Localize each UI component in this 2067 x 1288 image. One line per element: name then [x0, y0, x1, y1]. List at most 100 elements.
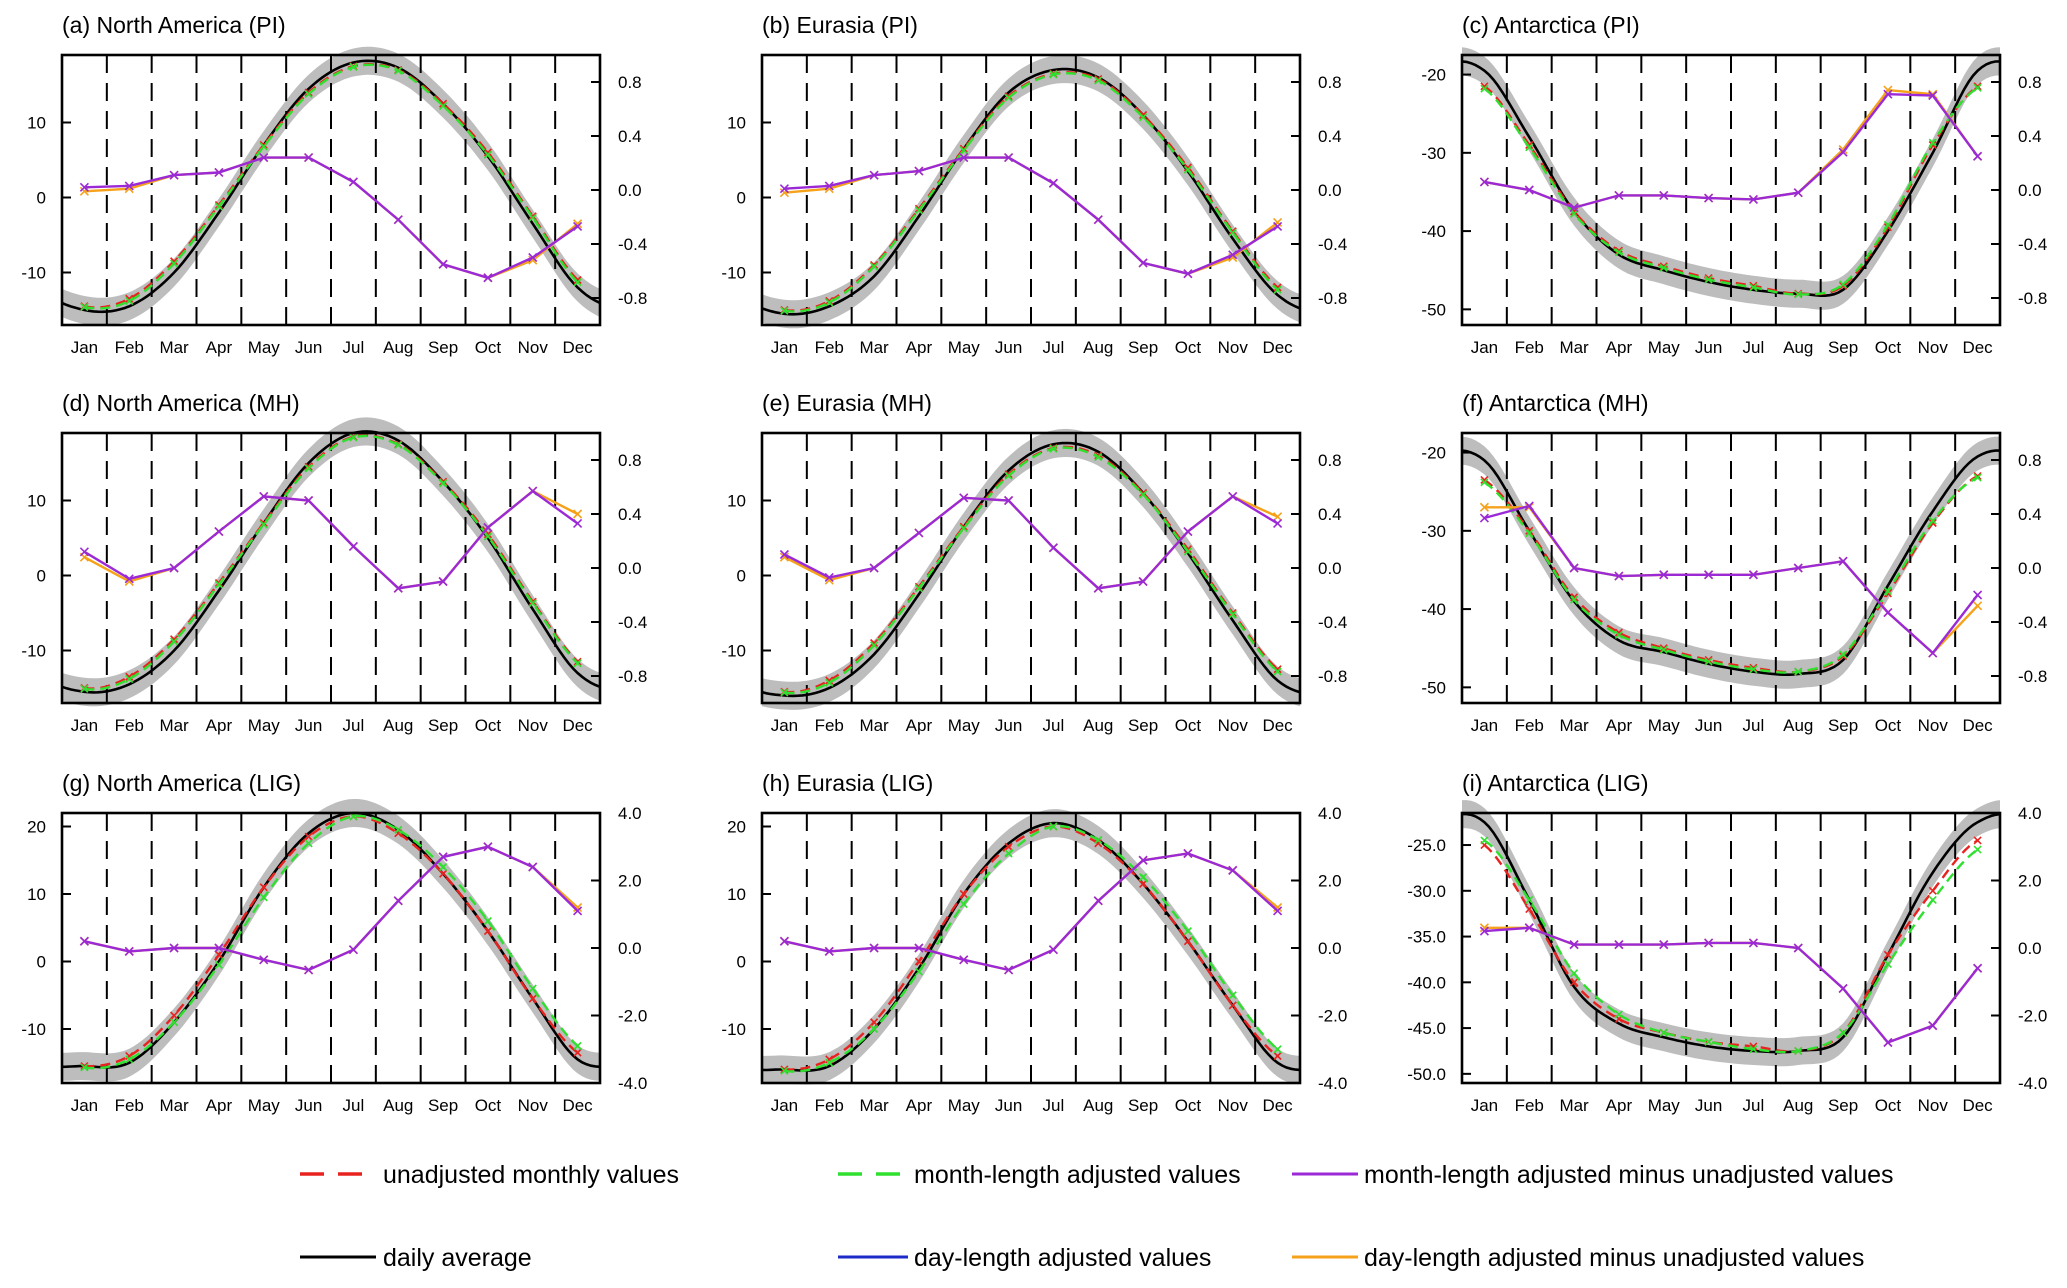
series-unadjusted-marker: [125, 672, 134, 681]
series-month-length-diff-marker: [779, 184, 789, 194]
marker-stroke: [1659, 940, 1669, 950]
marker-stroke: [259, 955, 269, 965]
series-month-length-diff-marker: [1479, 177, 1489, 187]
marker-stroke: [393, 896, 403, 906]
month-label: Jul: [1743, 338, 1765, 357]
y-right-tick-label: 0.4: [1318, 505, 1342, 524]
marker-stroke: [1004, 471, 1013, 480]
month-label: Aug: [383, 716, 413, 735]
marker-stroke: [1183, 848, 1193, 859]
series-month-length-adjusted-marker: [1094, 835, 1103, 845]
marker-stroke: [959, 889, 968, 899]
series-day-length-diff-marker: [1273, 217, 1283, 227]
marker-stroke: [1139, 488, 1148, 498]
series-daily-average: [61, 59, 601, 314]
y-right-tick-label: 0.0: [2018, 181, 2042, 200]
series-unadjusted-marker: [170, 1011, 179, 1020]
series-month-length-adjusted-marker: [1794, 1046, 1803, 1056]
series-day-length-diff-marker: [1479, 502, 1489, 512]
series-month-length-adjusted-marker: [214, 960, 223, 969]
y-right-tick-label: -0.8: [1318, 667, 1347, 686]
marker-stroke: [348, 541, 358, 551]
series-month-length-adjusted-marker: [1659, 1028, 1668, 1037]
series-month-length-adjusted-marker: [1883, 959, 1892, 969]
y-left-tick-label: 0: [37, 567, 46, 586]
y-left-tick-label: -25.0: [1407, 836, 1446, 855]
series-day-length-diff-marker: [1273, 902, 1283, 913]
month-label: Jun: [995, 1096, 1022, 1115]
marker-stroke: [1839, 650, 1848, 659]
y-left-tick-label: 10: [727, 114, 746, 133]
month-label: Jun: [295, 1096, 322, 1115]
series-month-length-adjusted-marker: [1614, 248, 1623, 257]
marker-stroke: [439, 479, 448, 488]
y-left-tick-label: -50.0: [1407, 1065, 1446, 1084]
y-left-tick-label: -10: [721, 1020, 746, 1039]
marker-stroke: [959, 144, 968, 153]
series-month-length-adjusted-marker: [439, 101, 448, 111]
y-left-tick-label: -30: [1421, 144, 1446, 163]
y-right-tick-label: -0.4: [2018, 613, 2047, 632]
marker-stroke: [1228, 865, 1238, 875]
marker-stroke: [1704, 655, 1713, 665]
panel-title: (a) North America (PI): [62, 12, 286, 38]
y-right-tick-label: -0.8: [2018, 289, 2047, 308]
marker-stroke: [528, 597, 537, 606]
series-unadjusted-marker: [1883, 950, 1892, 959]
month-label: Sep: [428, 1096, 458, 1115]
panel-e: (e) Eurasia (MH) 10 0 -10 0.8 0.4 0.0 -0.4 -0.8 J…: [721, 390, 1347, 735]
panel-f: (f) Antarctica (MH) -20 -30 -40 -50 0.8 0.4 0.0…: [1421, 390, 2047, 735]
series-month-length-adjusted-marker: [1480, 478, 1489, 487]
y-left-tick-label: 10: [727, 885, 746, 904]
marker-stroke: [169, 170, 179, 180]
marker-stroke: [1749, 665, 1758, 674]
series-month-length-adjusted-marker: [1049, 822, 1058, 831]
series-month-length-adjusted-marker: [439, 479, 448, 488]
month-label: Oct: [475, 716, 502, 735]
month-label: Nov: [1918, 1096, 1949, 1115]
series-month-length-diff-marker: [1273, 518, 1283, 529]
marker-stroke: [259, 153, 269, 163]
series-month-length-diff-marker: [1004, 495, 1014, 506]
panel-title: (c) Antarctica (PI): [1462, 12, 1640, 38]
month-label: Feb: [815, 338, 844, 357]
series-month-length-diff-marker: [1138, 258, 1148, 268]
y-right-tick-label: 0.8: [618, 73, 642, 92]
marker-stroke: [528, 212, 537, 221]
marker-stroke: [528, 599, 537, 608]
month-label: Jan: [71, 1096, 98, 1115]
series-month-length-adjusted-marker: [528, 213, 537, 222]
y-left-tick-label: 0: [737, 189, 746, 208]
marker-stroke: [869, 563, 879, 573]
series-month-length-diff: [1484, 92, 1979, 209]
marker-stroke: [1748, 570, 1758, 580]
marker-stroke: [1749, 281, 1758, 290]
marker-stroke: [870, 262, 879, 271]
y-left-tick-label: 20: [727, 818, 746, 837]
month-label: Jul: [1743, 716, 1765, 735]
y-right-tick-label: 0.0: [1318, 559, 1342, 578]
series-day-length-diff-marker: [1928, 89, 1938, 99]
month-label: Oct: [1875, 1096, 1902, 1115]
marker-stroke: [779, 936, 789, 946]
month-label: May: [248, 716, 281, 735]
series-month-length-diff-marker: [1614, 190, 1624, 200]
series-month-length-adjusted-marker: [780, 306, 789, 315]
series-month-length-diff-marker: [1928, 648, 1938, 658]
month-label: Sep: [428, 338, 458, 357]
marker-stroke: [349, 433, 358, 442]
series-month-length-diff-marker: [1048, 945, 1058, 955]
month-label: Oct: [475, 338, 502, 357]
month-label: Jun: [1695, 1096, 1722, 1115]
series-month-length-diff: [784, 852, 1279, 972]
series-month-length-adjusted-marker: [959, 524, 968, 533]
marker-stroke: [780, 688, 789, 697]
series-unadjusted-marker: [573, 1048, 582, 1057]
marker-stroke: [394, 66, 403, 75]
series-unadjusted-marker: [1004, 842, 1013, 851]
series-month-length-adjusted-marker: [825, 298, 834, 307]
series-month-length-adjusted-marker: [170, 637, 179, 646]
series-month-length-adjusted-marker: [1139, 113, 1148, 122]
series-month-length-adjusted-marker: [1973, 473, 1982, 482]
